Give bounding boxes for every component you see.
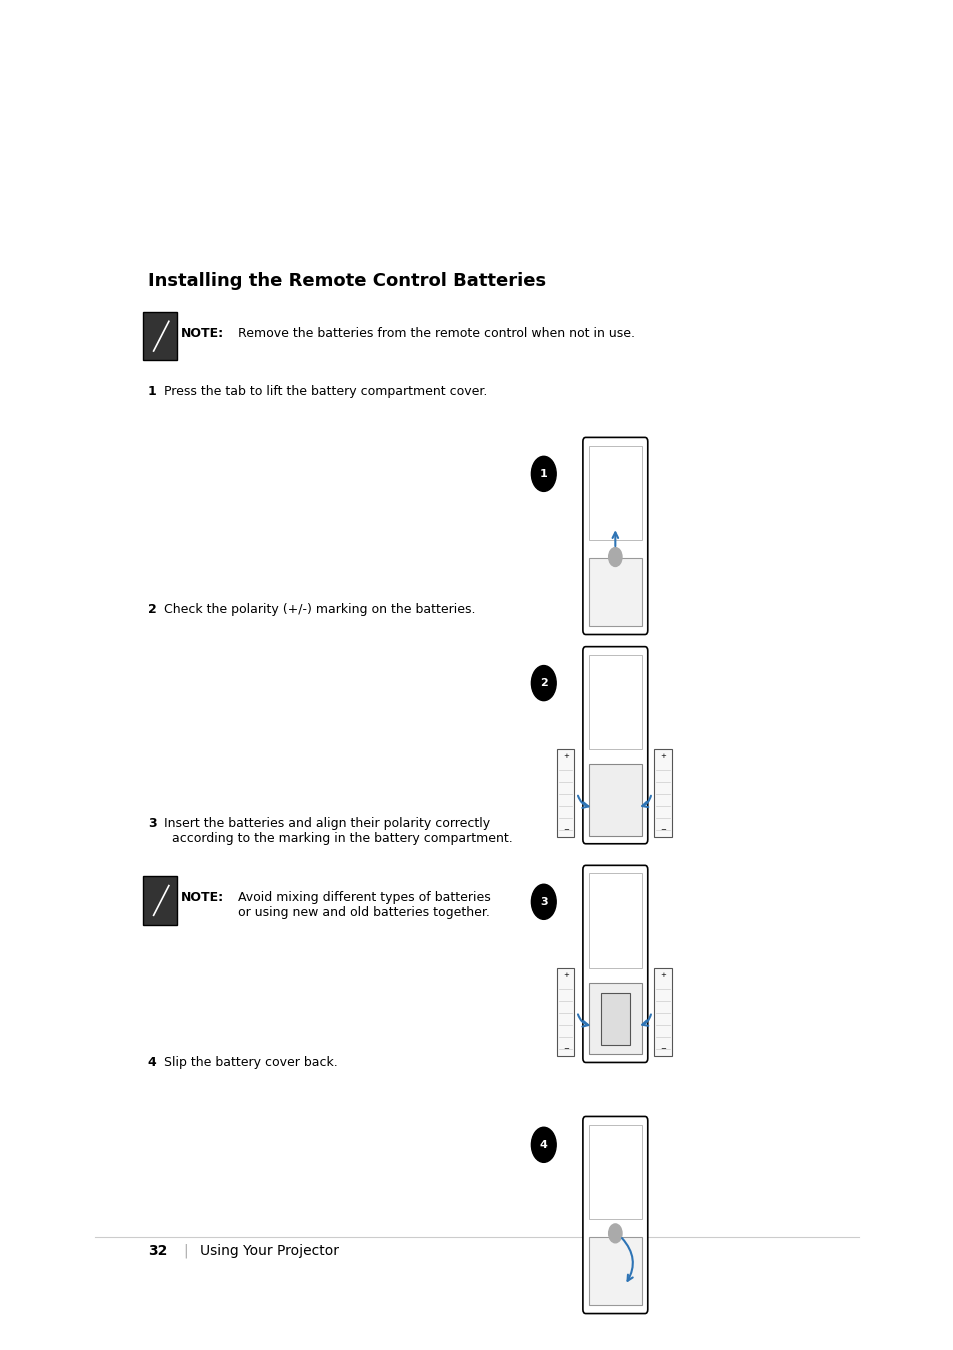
FancyBboxPatch shape [143,876,177,925]
Text: Press the tab to lift the battery compartment cover.: Press the tab to lift the battery compar… [164,385,487,398]
Bar [588,446,641,540]
Text: 4: 4 [539,1139,547,1150]
Text: Check the polarity (+/-) marking on the batteries.: Check the polarity (+/-) marking on the … [164,603,476,617]
Bar [654,968,671,1056]
Text: −: − [562,828,568,833]
Text: NOTE:: NOTE: [181,891,224,904]
Text: +: + [659,753,665,759]
FancyBboxPatch shape [582,1116,647,1314]
Text: 1: 1 [539,468,547,479]
Text: Avoid mixing different types of batteries
or using new and old batteries togethe: Avoid mixing different types of batterie… [238,891,491,919]
Text: +: + [562,753,568,759]
Text: 2: 2 [539,678,547,688]
Text: Remove the batteries from the remote control when not in use.: Remove the batteries from the remote con… [238,327,635,340]
FancyBboxPatch shape [582,865,647,1062]
Text: Installing the Remote Control Batteries: Installing the Remote Control Batteries [148,273,545,290]
Circle shape [531,456,556,491]
FancyBboxPatch shape [582,437,647,634]
Bar [588,873,641,968]
Circle shape [608,1224,621,1243]
Bar [588,559,641,626]
Text: Slip the battery cover back.: Slip the battery cover back. [164,1056,337,1069]
Text: −: − [562,1046,568,1052]
Text: −: − [659,828,665,833]
Text: 3: 3 [148,817,156,830]
Text: Using Your Projector: Using Your Projector [200,1245,339,1258]
Bar [588,983,641,1054]
Text: NOTE:: NOTE: [181,327,224,340]
Bar [557,749,574,837]
Circle shape [531,1127,556,1162]
Text: 4: 4 [148,1056,156,1069]
Bar [588,1238,641,1305]
Text: |: | [183,1243,188,1258]
Bar [588,655,641,749]
Circle shape [531,884,556,919]
Text: 1: 1 [148,385,156,398]
Text: 3: 3 [539,896,547,907]
Text: +: + [562,972,568,977]
Bar [588,764,641,836]
Circle shape [531,666,556,701]
Text: Insert the batteries and align their polarity correctly
  according to the marki: Insert the batteries and align their pol… [164,817,513,845]
Text: 2: 2 [148,603,156,617]
Text: −: − [659,1046,665,1052]
Text: 32: 32 [148,1245,167,1258]
Bar [557,968,574,1056]
Bar [654,749,671,837]
FancyBboxPatch shape [582,647,647,844]
Bar [600,994,629,1045]
Circle shape [608,548,621,567]
FancyBboxPatch shape [143,312,177,360]
Text: +: + [659,972,665,977]
Bar [588,1125,641,1219]
